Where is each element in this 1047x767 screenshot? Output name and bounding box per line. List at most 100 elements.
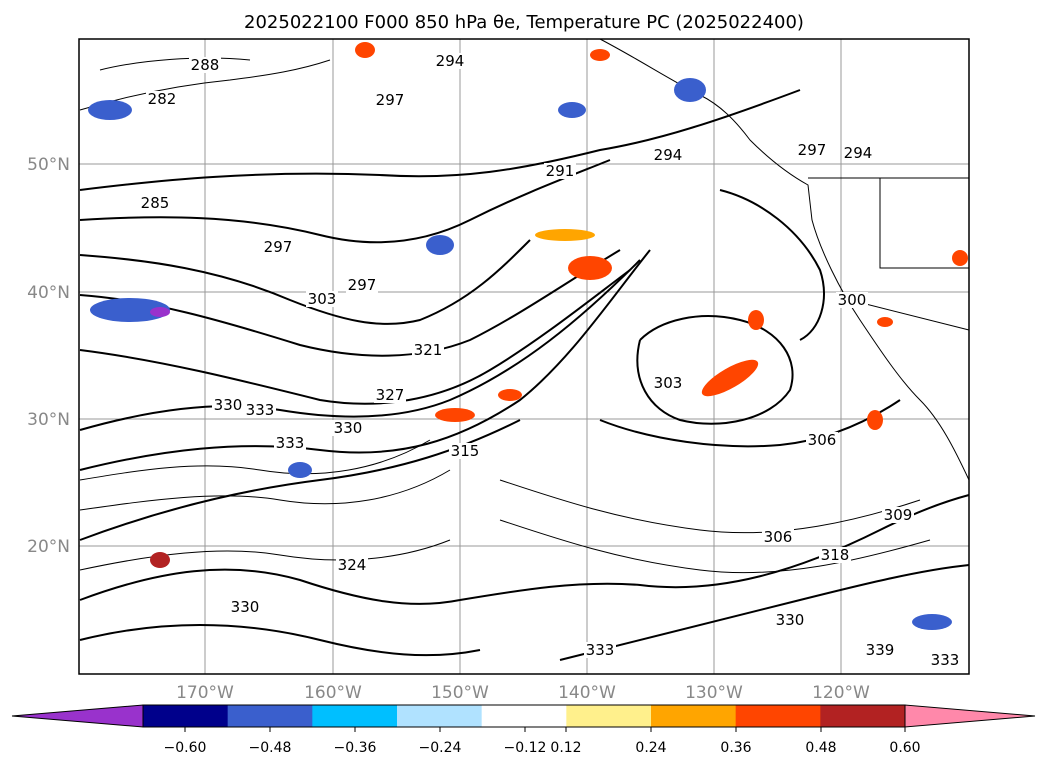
longitude-label: 160°W [304,683,362,703]
map-title: 2025022100 F000 850 hPa θe, Temperature … [244,12,804,33]
contour-label: 285 [141,194,170,212]
contour-label-bg [434,53,466,69]
anomaly-positive [867,410,883,430]
contour-label: 333 [276,434,305,452]
colorbar-segment [143,705,229,727]
anomaly-negative [288,462,312,478]
colorbar-tick-label: −0.24 [419,740,462,756]
longitude-label: 130°W [685,683,743,703]
latitude-label: 40°N [27,283,70,303]
colorbar-segment [566,705,652,727]
anomaly-negative [426,235,454,255]
anomaly-positive [498,389,522,401]
contour-label-bg [229,599,261,615]
contour-label: 309 [884,506,913,524]
temperature-contours [79,57,931,574]
colorbar-segment [397,705,483,727]
contour-label-bg [584,642,616,658]
contour-label-bg [274,435,306,451]
contour-label: 294 [436,52,465,70]
anomaly-strong-positive [150,552,170,568]
contour-label: 294 [654,146,683,164]
contour-label-bg [806,432,838,448]
contour-label: 339 [866,641,895,659]
contour-label: 297 [264,238,293,256]
anomaly-negative [90,298,170,322]
contour-label: 306 [808,431,837,449]
contour-label-bg [139,195,171,211]
contour-label-bg [864,642,896,658]
graticule [79,39,969,674]
contour-label-bg [652,147,684,163]
contour-label: 294 [844,144,873,162]
anomaly-positive [535,229,595,241]
contour-label: 303 [308,290,337,308]
longitude-label: 120°W [812,683,870,703]
colorbar-tick-label: −0.48 [249,740,292,756]
anomaly-negative [674,78,706,102]
anomaly-positive [590,49,610,61]
contour-label-bg [262,239,294,255]
anomaly-positive [435,408,475,422]
contour-label: 333 [586,641,615,659]
colorbar-tick-label: 0.12 [550,740,581,756]
colorbar-segment [312,705,398,727]
contour-label: 324 [338,556,367,574]
contour-label-bg [836,292,868,308]
colorbar-tick-label: 0.24 [635,740,666,756]
contour-label-bg [244,402,276,418]
contour-label: 315 [451,442,480,460]
longitude-labels: 170°W 160°W 150°W 140°W 130°W 120°W [176,683,870,703]
contour-label-bg [652,375,684,391]
contour-label-bg [796,142,828,158]
contour-label-bg [762,529,794,545]
longitude-label: 140°W [558,683,616,703]
contour-label-bg [929,652,961,668]
contour-label: 330 [214,396,243,414]
colorbar: −0.60 −0.48 −0.36 −0.24 −0.12 0.12 0.24 0.36 0.4… [11,704,1036,756]
colorbar-tick-label: 0.36 [720,740,751,756]
contour-label-bg [544,163,576,179]
contour-label-bg [774,612,806,628]
colorbar-frame [142,704,906,728]
colorbar-segment [735,705,821,727]
contour-label-bg [842,145,874,161]
longitude-label: 150°W [431,683,489,703]
map-frame [78,38,970,675]
latitude-label: 50°N [27,155,70,175]
anomaly-positive [355,42,375,58]
contour-label-bg [449,443,481,459]
contour-label: 300 [838,291,867,309]
contour-label: 297 [798,141,827,159]
colorbar-tick-label: 0.48 [805,740,836,756]
colorbar-extend-max [904,704,1036,728]
temperature-pc-anomalies [88,42,968,630]
contour-label-bg [346,277,378,293]
contour-label: 318 [821,546,850,564]
contour-label-bg [146,91,178,107]
anomaly-negative [912,614,952,630]
contour-label-bg [212,397,244,413]
latitude-label: 20°N [27,537,70,557]
anomaly-positive [952,250,968,266]
contour-label-bg [882,507,914,523]
contour-label: 333 [931,651,960,669]
map-panel: 288 294 297 282 291 294 297 294 285 297 297 303 321 3… [78,38,970,675]
colorbar-segment [820,705,906,727]
contour-label: 297 [348,276,377,294]
contour-label: 306 [764,528,793,546]
colorbar-extend-min [11,704,144,728]
contour-label-bg [374,387,406,403]
contour-label-bg [374,92,406,108]
anomaly-strong-negative [150,307,170,317]
contour-label: 303 [654,374,683,392]
anomaly-positive [748,310,764,330]
contour-label-bg [189,57,221,73]
contour-label: 327 [376,386,405,404]
contour-label-bg [336,557,368,573]
colorbar-segment [227,705,313,727]
contour-label-bg [306,291,338,307]
anomaly-positive [701,359,759,397]
colorbar-tick-label: −0.12 [504,740,547,756]
